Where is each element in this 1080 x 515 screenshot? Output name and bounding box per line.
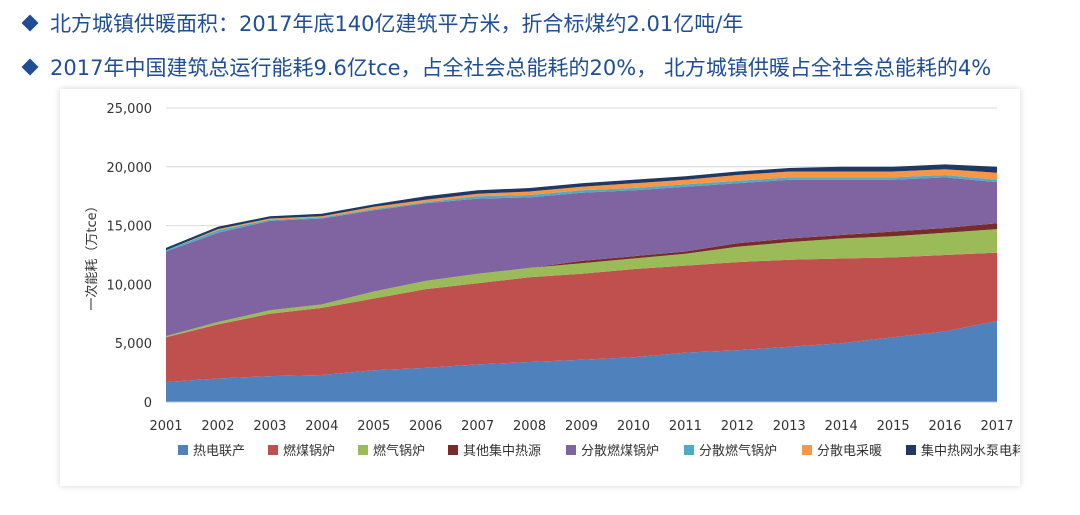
x-tick-label: 2013: [773, 419, 806, 434]
x-tick-label: 2016: [929, 419, 962, 434]
x-tick-label: 2002: [201, 419, 234, 434]
x-tick-label: 2007: [461, 419, 494, 434]
legend-item: 分散燃气锅炉: [684, 443, 777, 459]
header-line-1: 北方城镇供暖面积：2017年底140亿建筑平方米，折合标煤约2.01亿吨/年: [50, 12, 744, 36]
legend-label: 集中热网水泵电耗: [921, 443, 1020, 459]
y-tick-label: 20,000: [107, 161, 153, 176]
y-tick-label: 25,000: [107, 102, 153, 117]
legend-swatch: [268, 445, 278, 455]
legend-swatch: [358, 445, 368, 455]
x-tick-label: 2011: [669, 419, 702, 434]
legend-swatch: [684, 445, 694, 455]
legend-swatch: [448, 445, 458, 455]
y-tick-label: 5,000: [115, 337, 152, 352]
area-燃气锅炉: [166, 229, 997, 338]
legend-swatch: [906, 445, 916, 455]
legend-label: 燃气锅炉: [373, 443, 425, 459]
x-tick-label: 2009: [565, 419, 598, 434]
y-tick-label: 10,000: [107, 278, 153, 293]
legend-item: 其他集中热源: [448, 443, 541, 459]
legend-item: 分散电采暖: [802, 444, 882, 459]
stacked-area-chart: 0 5,000 10,000 15,000 20,000 25,000 2001 2002 20…: [84, 102, 1025, 459]
legend-swatch: [178, 445, 188, 455]
header-line-2: 2017年中国建筑总运行能耗9.6亿tce，占全社会总能耗的20%， 北方城镇供…: [50, 56, 992, 80]
y-tick-label: 0: [144, 396, 152, 411]
area-分散燃煤锅炉: [166, 177, 997, 337]
x-tick-label: 2005: [357, 419, 390, 434]
legend-swatch: [566, 445, 576, 455]
chart-panel: 0 5,000 10,000 15,000 20,000 25,000 2001 2002 20…: [60, 89, 1025, 486]
x-tick-label: 2008: [513, 419, 546, 434]
legend-label: 分散电采暖: [817, 444, 882, 459]
area-燃煤锅炉: [166, 252, 997, 382]
x-tick-label: 2010: [617, 419, 650, 434]
y-axis-label: 一次能耗（万tce）: [84, 199, 100, 310]
area-series-group: [166, 164, 997, 402]
x-tick-label: 2003: [253, 419, 286, 434]
x-tick-label: 2017: [980, 419, 1013, 434]
y-tick-label: 15,000: [107, 220, 153, 235]
x-tick-label: 2015: [877, 419, 910, 434]
diamond-bullet-icon: [21, 14, 39, 32]
x-tick-label: 2012: [721, 419, 754, 434]
legend: 热电联产 燃煤锅炉 燃气锅炉 其他集中热源 分散燃煤锅炉 分散燃气锅炉 分散电采暖 集中热网水…: [178, 443, 1025, 459]
legend-label: 燃煤锅炉: [283, 443, 335, 459]
legend-item: 热电联产: [178, 444, 245, 459]
legend-label: 分散燃煤锅炉: [581, 443, 659, 459]
legend-item: 燃煤锅炉: [268, 443, 335, 459]
legend-swatch: [802, 445, 812, 455]
legend-label: 其他集中热源: [463, 443, 541, 459]
x-tick-label: 2014: [825, 419, 858, 434]
x-tick-label: 2004: [305, 419, 338, 434]
header-bullet-1: 北方城镇供暖面积：2017年底140亿建筑平方米，折合标煤约2.01亿吨/年: [21, 8, 744, 38]
legend-item: 分散燃煤锅炉: [566, 443, 659, 459]
legend-label: 分散燃气锅炉: [699, 443, 777, 459]
header-bullet-2: 2017年中国建筑总运行能耗9.6亿tce，占全社会总能耗的20%， 北方城镇供…: [21, 52, 992, 82]
legend-item: 集中热网水泵电耗: [906, 443, 1025, 459]
legend-item: 燃气锅炉: [358, 443, 425, 459]
axes-group: 0 5,000 10,000 15,000 20,000 25,000 2001 2002 20…: [84, 102, 1014, 434]
area-其他集中热源: [166, 223, 997, 337]
legend-label: 热电联产: [193, 444, 245, 459]
x-tick-label: 2006: [409, 419, 442, 434]
diamond-bullet-icon: [21, 58, 39, 76]
area-热电联产: [166, 320, 997, 402]
x-tick-label: 2001: [149, 419, 182, 434]
